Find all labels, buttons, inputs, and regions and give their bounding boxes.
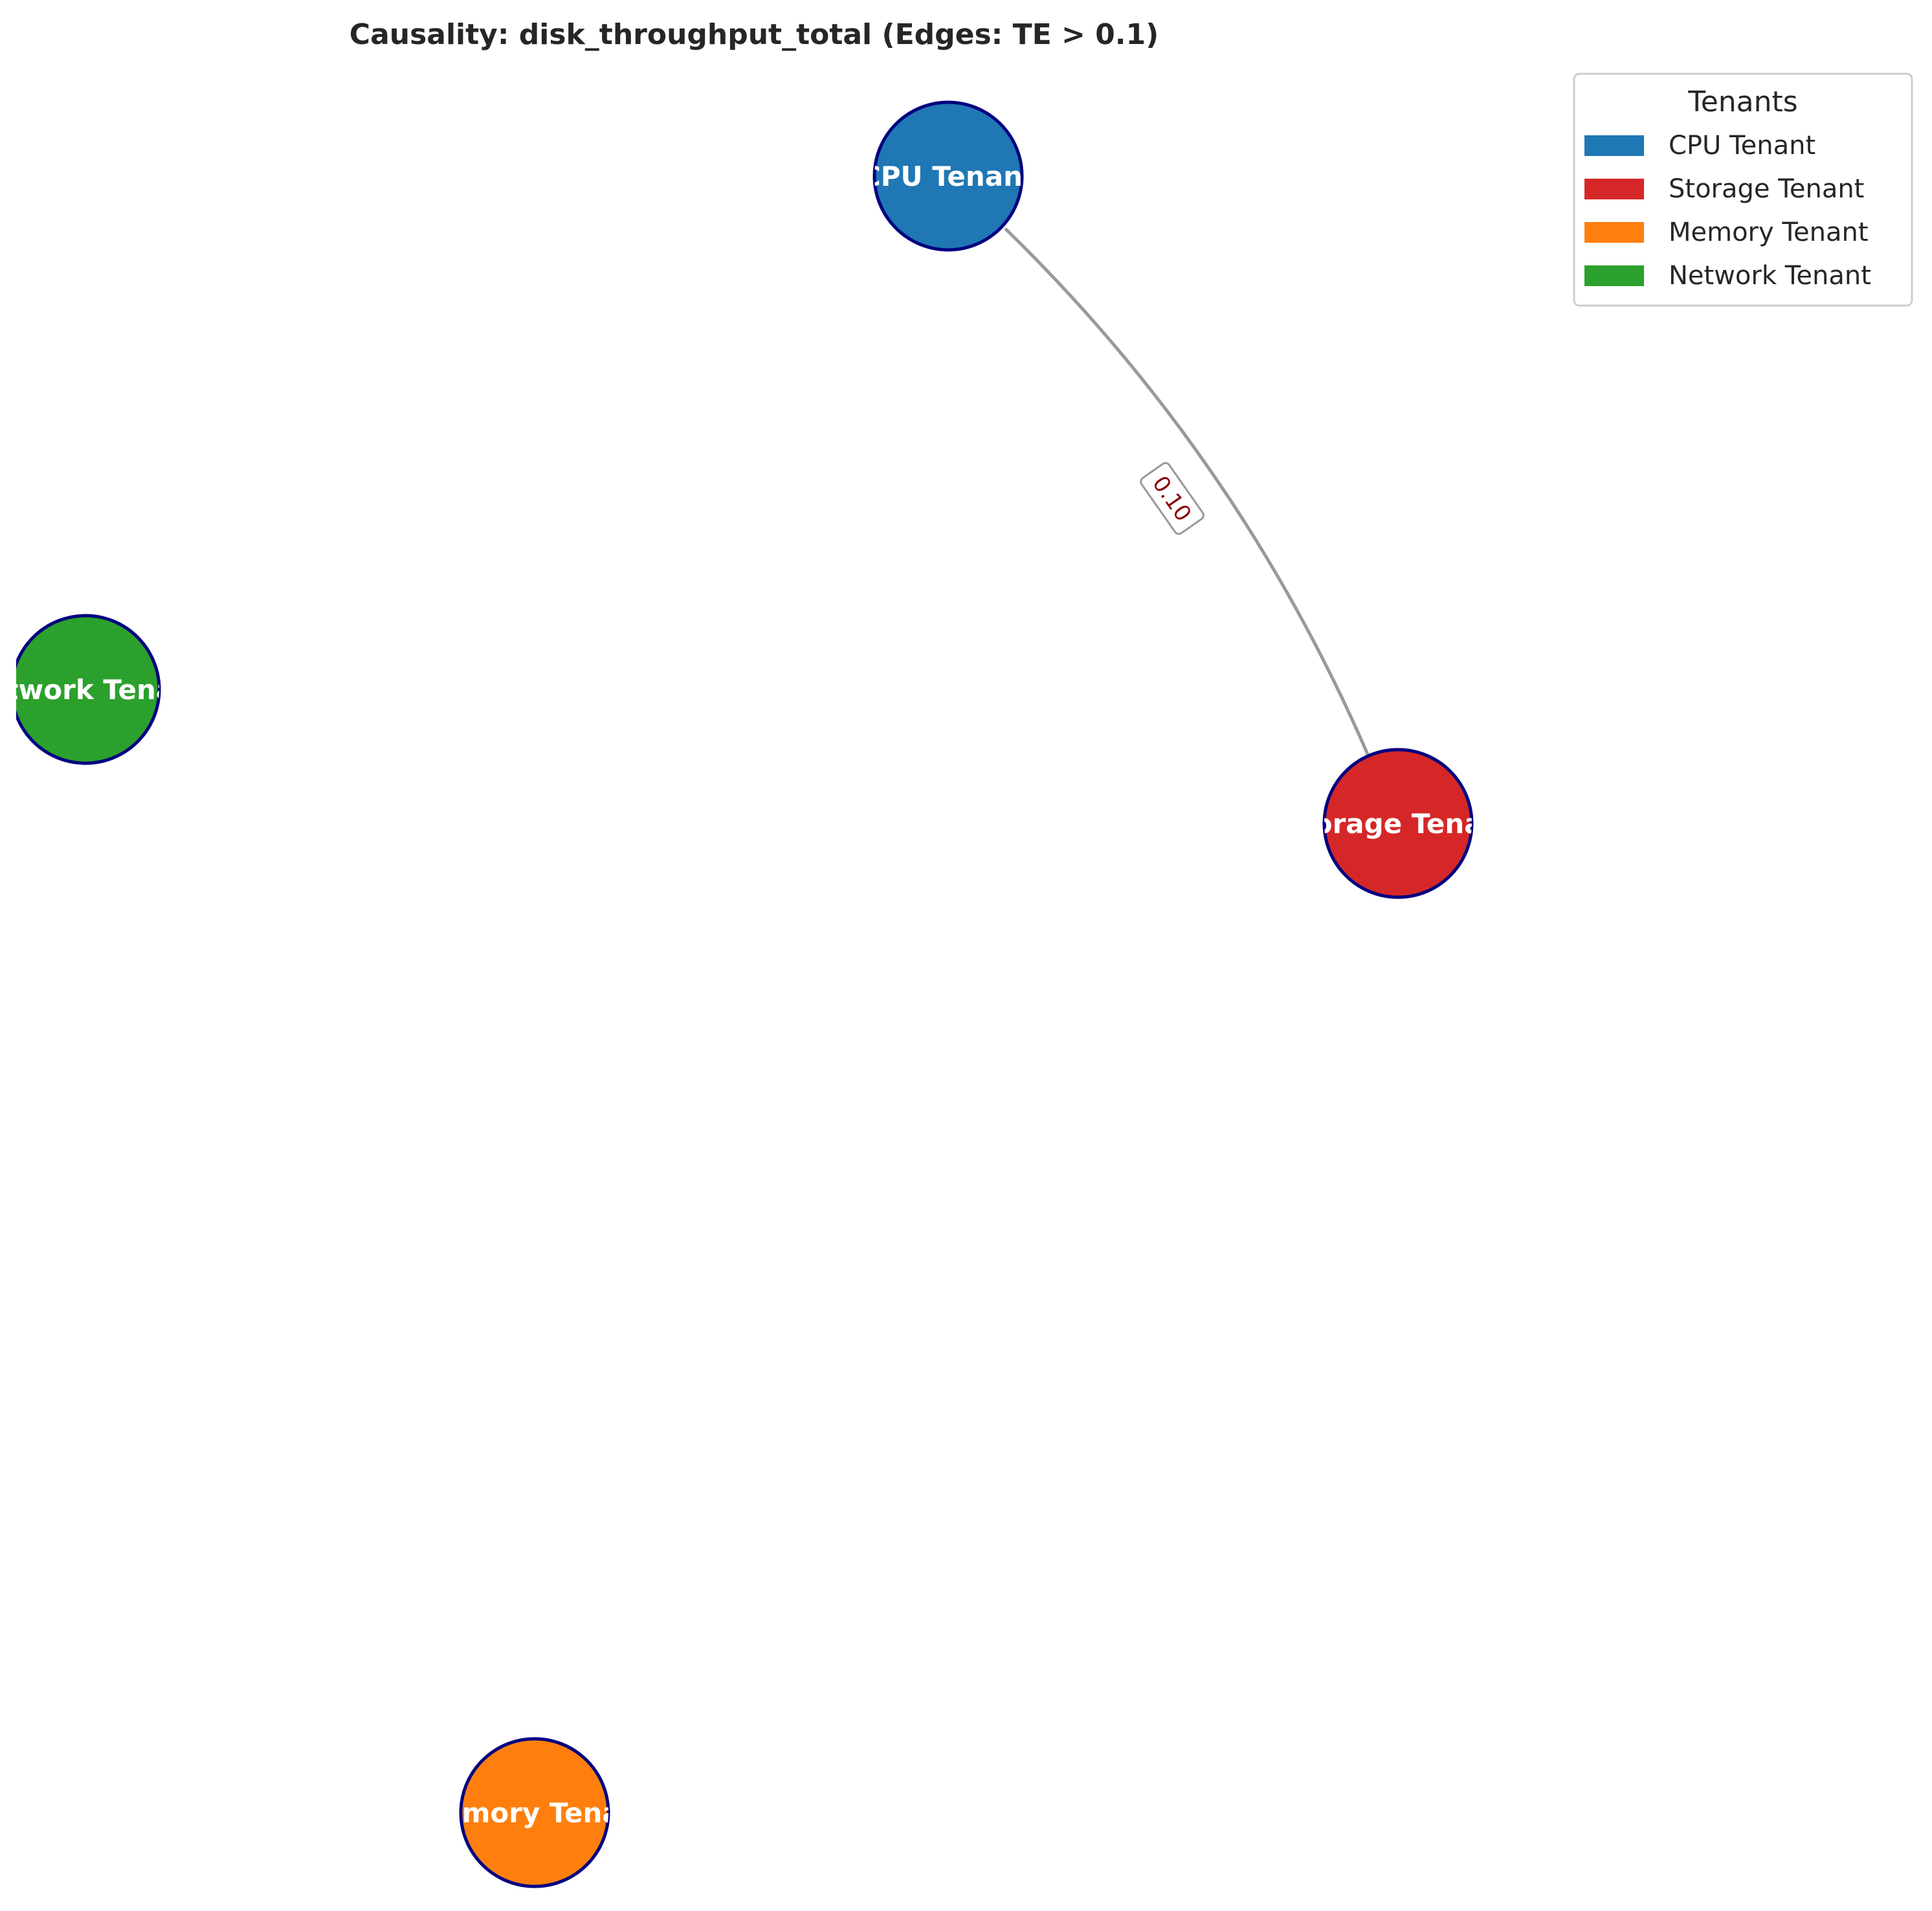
nodes-layer: CPU Tenant Storage Tenant Memory Tenant Net… <box>0 100 1515 1888</box>
edge-line <box>1004 227 1370 755</box>
legend-entry-cpu: CPU Tenant <box>1584 131 1815 161</box>
legend-label: Storage Tenant <box>1669 174 1864 204</box>
diagram-title: Causality: disk_throughput_total (Edges:… <box>350 18 1159 51</box>
node-circle <box>872 100 1024 252</box>
legend-swatch <box>1584 222 1644 243</box>
node-label: CPU Tenant <box>861 161 1036 192</box>
legend-entry-network: Network Tenant <box>1584 261 1871 291</box>
legend-swatch <box>1584 179 1644 199</box>
node-circle <box>459 1737 610 1888</box>
legend-entry-storage: Storage Tenant <box>1584 174 1864 204</box>
node-circle <box>16 614 161 765</box>
edge-weight-label: 0.10 <box>1140 462 1205 535</box>
legend-label: Memory Tenant <box>1669 218 1869 247</box>
node-memory: Memory Tenant <box>416 1737 652 1888</box>
legend-frame <box>1573 73 1913 307</box>
legend-swatch <box>1584 265 1644 286</box>
edges-layer: 0.10 <box>1004 227 1370 755</box>
legend-label: CPU Tenant <box>1669 131 1815 161</box>
node-label: Storage Tenant <box>1281 808 1515 840</box>
legend-swatch <box>1584 135 1644 156</box>
node-circle <box>1322 748 1474 899</box>
legend-entry-memory: Memory Tenant <box>1584 218 1869 247</box>
legend-label: Network Tenant <box>1669 261 1871 291</box>
legend-title: Tenants <box>1687 85 1797 118</box>
node-cpu: CPU Tenant <box>861 100 1036 252</box>
legend: Tenants CPU Tenant Storage Tenant Memory… <box>1573 73 1913 307</box>
node-network: Network Tenant <box>0 614 206 765</box>
edge-cpu-storage: 0.10 <box>1004 227 1370 755</box>
node-label: Network Tenant <box>0 674 206 706</box>
node-storage: Storage Tenant <box>1281 748 1515 899</box>
edge-label-box <box>1140 462 1205 535</box>
node-label: Memory Tenant <box>416 1797 652 1829</box>
